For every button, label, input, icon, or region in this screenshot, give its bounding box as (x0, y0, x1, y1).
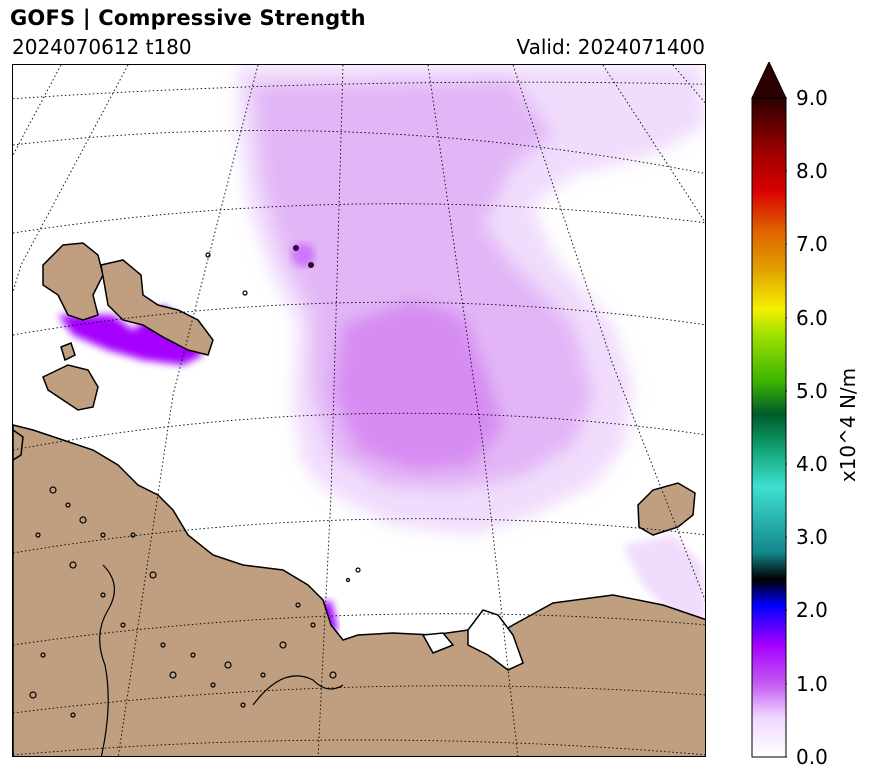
colorbar-tick-3: 3.0 (796, 525, 828, 549)
colorbar-gradient (751, 97, 787, 758)
ice-point-halo-1 (291, 243, 315, 267)
land-inlet-small (421, 632, 455, 654)
map-canvas (13, 65, 705, 756)
colorbar-tick-9: 9.0 (796, 86, 828, 110)
land-island-west (42, 364, 99, 411)
lakes (29, 252, 361, 756)
land (13, 242, 705, 756)
ice-field-strong (335, 300, 503, 470)
colorbar-tick-5: 5.0 (796, 379, 828, 403)
land-cape-left (13, 429, 24, 461)
land-island-northwest-1 (42, 242, 104, 321)
colorbar-units-label: x10^4 N/m (836, 367, 860, 483)
colorbar (751, 62, 787, 758)
land-mainland (13, 424, 705, 756)
colorbar-tick-6: 6.0 (796, 306, 828, 330)
land-island-small (60, 342, 76, 362)
forecast-run-label: 2024070612 t180 (12, 35, 192, 59)
colorbar-tick-7: 7.0 (796, 232, 828, 256)
map-panel (12, 64, 706, 757)
land-island-east (637, 482, 696, 536)
land-inlet-white-sea (467, 609, 524, 671)
colorbar-tick-1: 1.0 (796, 672, 828, 696)
land-island-northwest-2 (100, 259, 214, 356)
map-title: GOFS | Compressive Strength (10, 6, 366, 30)
ice-strength-field (58, 65, 705, 635)
valid-time-label: Valid: 2024071400 (516, 35, 705, 59)
ice-field-east (623, 535, 705, 625)
colorbar-tick-4: 4.0 (796, 452, 828, 476)
colorbar-extend-triangle (751, 62, 787, 99)
colorbar-tick-8: 8.0 (796, 159, 828, 183)
colorbar-tick-0: 0.0 (796, 745, 828, 769)
graticule (13, 65, 705, 756)
colorbar-tick-2: 2.0 (796, 598, 828, 622)
